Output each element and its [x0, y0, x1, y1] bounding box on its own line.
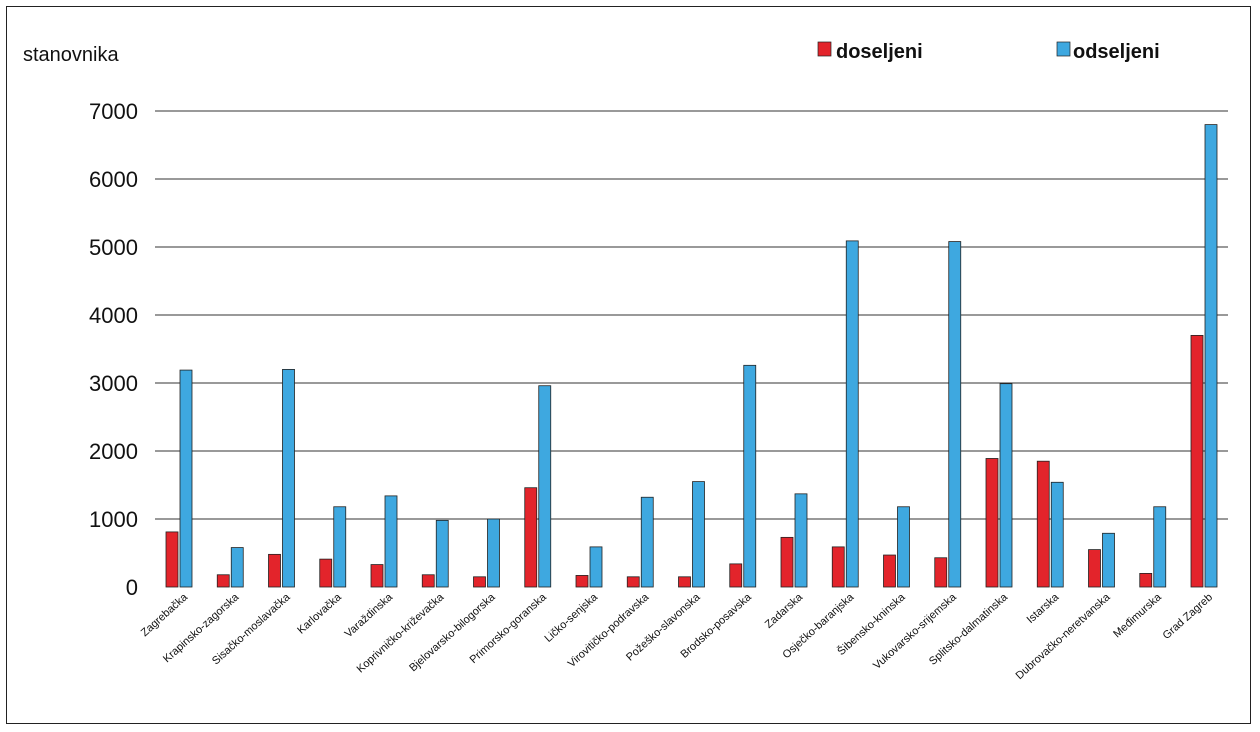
bar-doseljeni — [268, 553, 281, 588]
bar-odseljeni — [384, 495, 398, 588]
y-tick-label: 5000 — [89, 235, 138, 260]
bar-doseljeni — [370, 564, 384, 588]
bar-doseljeni — [1139, 573, 1153, 588]
bar-doseljeni — [934, 557, 948, 588]
x-tick-label: Dubrovačko-neretvanska — [1014, 591, 1114, 682]
bar-odseljeni — [845, 240, 859, 588]
bar-odseljeni — [333, 506, 347, 588]
y-tick-label: 7000 — [89, 99, 138, 124]
bar-odseljeni — [999, 383, 1013, 588]
bar-odseljeni — [487, 518, 500, 588]
bar-odseljeni — [1050, 481, 1064, 588]
y-axis-label: stanovnika — [23, 44, 119, 66]
bar-odseljeni — [692, 481, 705, 588]
bar-odseljeni — [897, 506, 910, 588]
y-tick-label: 3000 — [89, 371, 138, 396]
x-tick-label: Međimurska — [1111, 591, 1164, 641]
x-axis-ticks: ZagrebačkaKrapinsko-zagorskaSisačko-mosl… — [139, 590, 1215, 682]
x-tick-label: Istarska — [1025, 591, 1062, 626]
x-tick-label: Zagrebačka — [139, 591, 191, 639]
x-tick-label: Varaždinska — [343, 591, 396, 640]
bar-odseljeni — [538, 385, 552, 588]
bar-odseljeni — [435, 519, 449, 588]
legend-swatch-odseljeni — [1056, 41, 1071, 57]
bar-odseljeni — [230, 547, 244, 588]
bar-odseljeni — [1153, 506, 1167, 588]
legend-swatch-doseljeni — [817, 41, 832, 57]
bar-odseljeni — [589, 546, 603, 588]
bar-doseljeni — [729, 563, 743, 588]
bar-doseljeni — [626, 576, 640, 588]
bars — [165, 124, 1218, 588]
chart-frame — [6, 6, 1251, 724]
bar-doseljeni — [216, 574, 230, 588]
bar-odseljeni — [743, 364, 757, 588]
bar-odseljeni — [948, 241, 962, 588]
bar-doseljeni — [1036, 460, 1050, 588]
bar-doseljeni — [1088, 549, 1101, 588]
bar-doseljeni — [524, 487, 538, 588]
bar-doseljeni — [780, 536, 794, 588]
x-tick-label: Zadarska — [763, 591, 806, 631]
bar-doseljeni — [1190, 334, 1204, 588]
bar-odseljeni — [1102, 532, 1115, 588]
x-tick-label: Koprivničko-križevačka — [355, 591, 447, 676]
bar-doseljeni — [883, 554, 896, 588]
bar-odseljeni — [179, 369, 193, 588]
y-tick-label: 6000 — [89, 167, 138, 192]
bar-doseljeni — [421, 574, 435, 588]
bar-doseljeni — [831, 546, 845, 588]
bar-doseljeni — [319, 558, 333, 588]
legend-label-odseljeni: odseljeni — [1073, 41, 1160, 63]
y-axis-ticks: 0 1000 2000 3000 4000 5000 6000 7000 — [89, 99, 138, 600]
legend: doseljeni odseljeni — [817, 41, 1160, 63]
bar-doseljeni — [575, 575, 589, 588]
bar-doseljeni — [985, 458, 999, 588]
legend-label-doseljeni: doseljeni — [836, 41, 923, 63]
y-tick-label: 1000 — [89, 507, 138, 532]
x-tick-label: Vukovarsko-srijemska — [871, 591, 959, 672]
bar-doseljeni — [165, 531, 179, 588]
bar-odseljeni — [282, 368, 295, 588]
y-tick-label: 0 — [126, 575, 138, 600]
x-tick-label: Grad Zagreb — [1161, 591, 1215, 642]
y-tick-label: 4000 — [89, 303, 138, 328]
x-tick-label: Bjelovarsko-bilogorska — [407, 591, 498, 675]
bar-odseljeni — [1204, 124, 1218, 588]
x-tick-label: Karlovačka — [295, 591, 344, 637]
bar-doseljeni — [473, 576, 486, 588]
bar-doseljeni — [678, 576, 691, 588]
bar-odseljeni — [794, 493, 808, 588]
bar-odseljeni — [640, 496, 654, 588]
y-tick-label: 2000 — [89, 439, 138, 464]
gridlines — [155, 110, 1228, 520]
